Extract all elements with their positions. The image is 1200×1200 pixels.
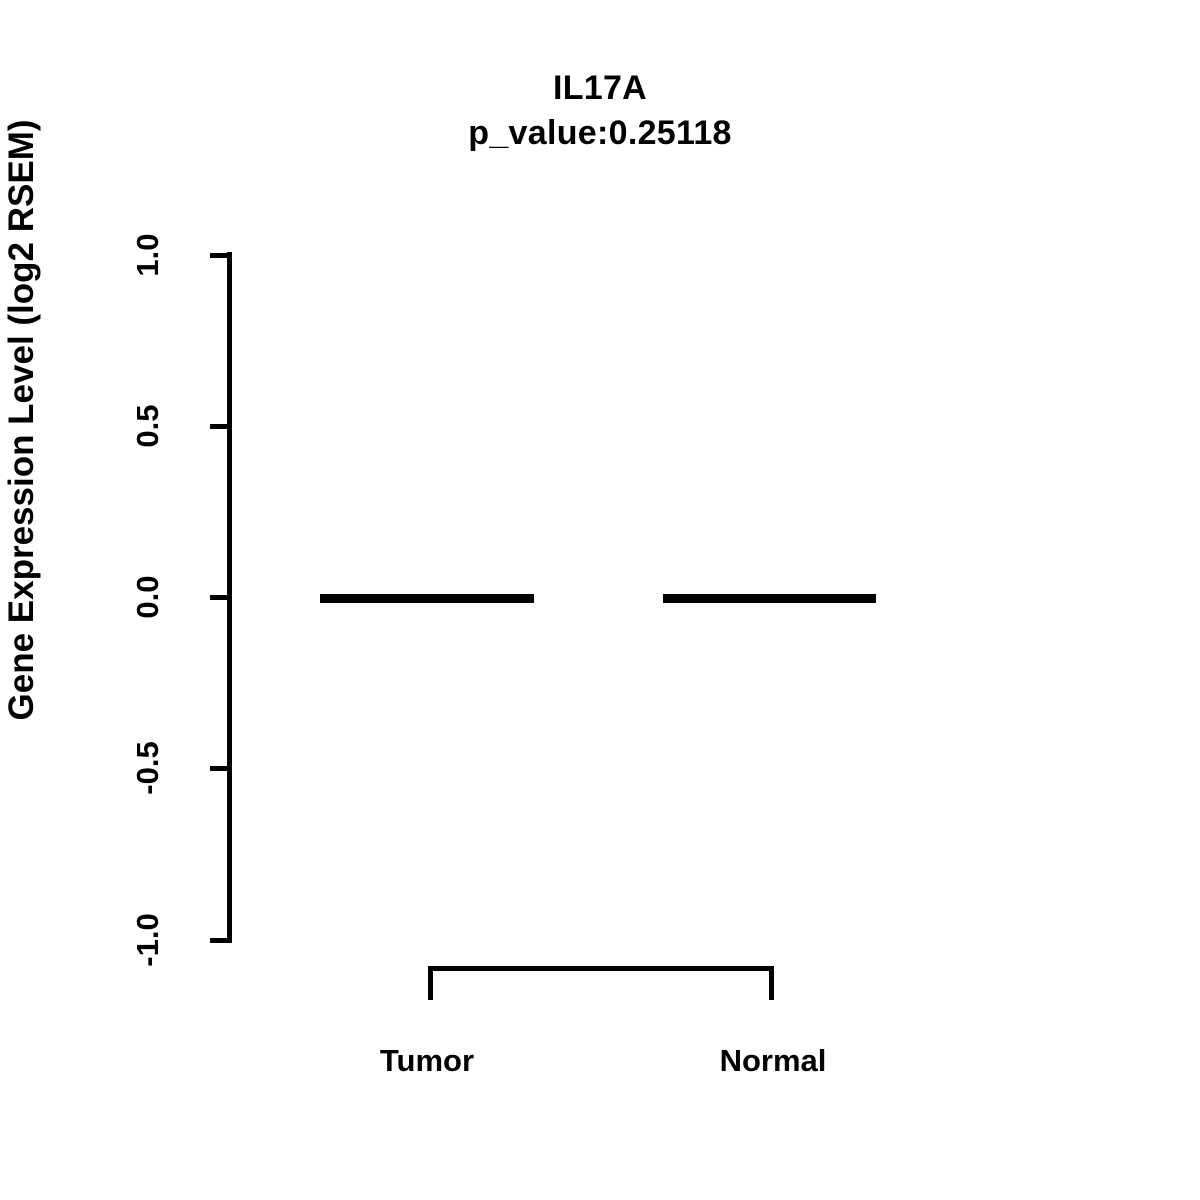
y-axis-tick-3 (210, 595, 232, 600)
chart-title: IL17A (552, 69, 648, 107)
y-axis-title: Gene Expression Level (log2 RSEM) (2, 0, 46, 1020)
boxplot-box-normal (665, 594, 875, 603)
y-axis-tick-label-3: 0.0 (130, 575, 165, 619)
y-axis-tick-5 (210, 938, 232, 943)
x-axis-line (428, 966, 774, 971)
y-axis-tick-label-5: -1.0 (130, 913, 165, 967)
y-axis-tick-label-2: 0.5 (130, 404, 165, 448)
boxplot-whisker-cap-tumor-right (531, 594, 534, 603)
x-axis-label-tumor: Tumor (379, 1043, 475, 1078)
x-axis-cap-right (769, 966, 774, 1000)
boxplot-whisker-cap-tumor-left (320, 594, 323, 603)
y-axis-tick-1 (210, 253, 232, 258)
y-axis-tick-label-4: -0.5 (130, 741, 165, 795)
y-axis-tick-2 (210, 424, 232, 429)
chart-subtitle-pvalue: p_value:0.25118 (468, 114, 732, 152)
x-axis-cap-left (428, 966, 433, 1000)
boxplot-box-tumor (322, 594, 533, 603)
y-axis-tick-label-1: 1.0 (130, 233, 165, 277)
boxplot-whisker-cap-normal-right (873, 594, 876, 603)
y-axis-title-text: Gene Expression Level (log2 RSEM) (2, 119, 41, 721)
boxplot-whisker-cap-normal-left (663, 594, 666, 603)
y-axis-tick-4 (210, 766, 232, 771)
chart-title-block: IL17A p_value:0.25118 (0, 66, 1200, 156)
x-axis-label-normal: Normal (719, 1043, 827, 1078)
